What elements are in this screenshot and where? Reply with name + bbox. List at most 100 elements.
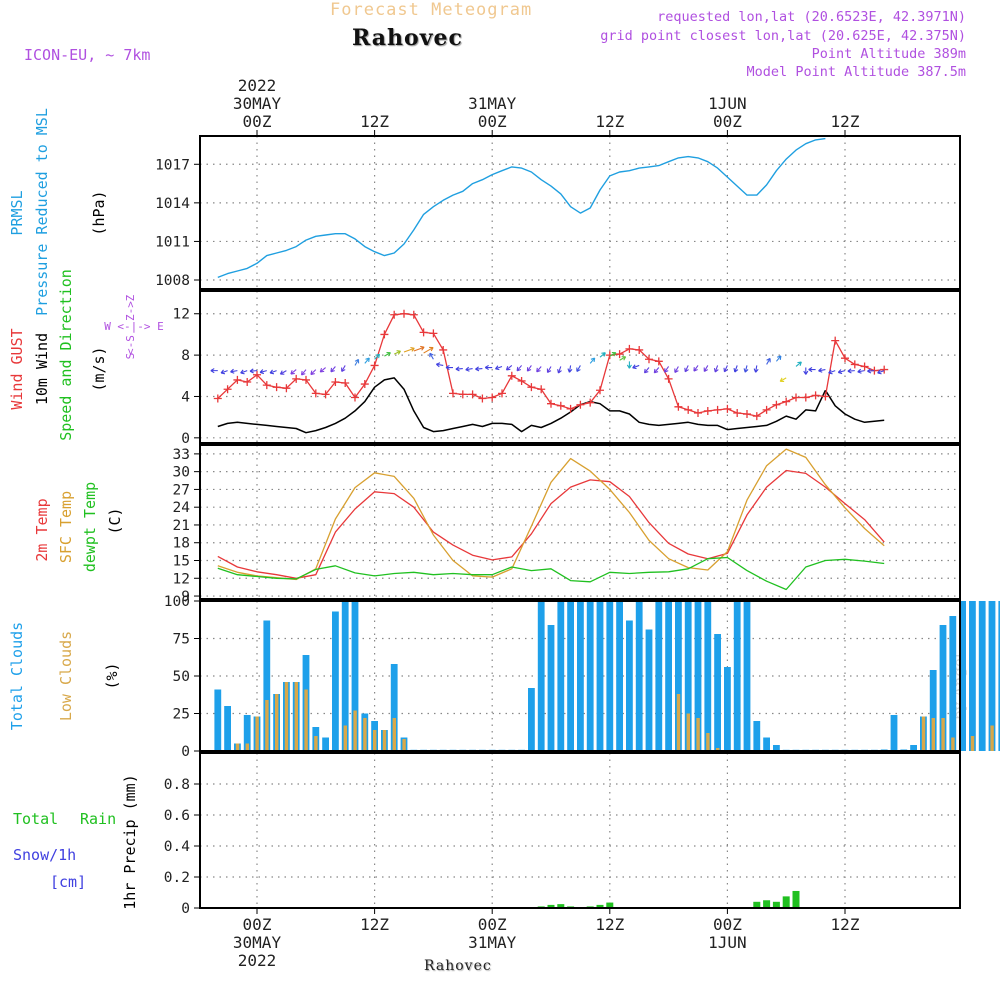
wind-direction-arrow [455,366,463,372]
gust-marker [664,374,673,383]
total-cloud-bar [694,601,702,751]
sfc-temp-label: SFC Temp [57,491,75,563]
product-title: Forecast Meteogram [330,0,533,20]
wind-direction-arrow [576,365,581,372]
wind-direction-arrow [766,357,771,365]
wind-direction-arrow [475,366,483,372]
total-cloud-bar [988,601,996,751]
gust-marker [321,390,330,399]
wind-direction-arrow [664,366,670,373]
low-cloud-bar [676,694,681,751]
low-cloud-bar [363,718,367,751]
low-cloud-bar [990,725,994,751]
wind-series-label: 10m Wind [33,333,51,405]
total-cloud-bar [645,629,653,751]
gust-marker [811,391,820,400]
footer-location: Rahovec [424,958,492,974]
gust-marker [625,344,634,353]
gust-marker [517,376,526,385]
gust-marker [331,377,340,386]
y-tick-label: 15 [173,554,190,570]
wind-direction-arrow [429,352,434,360]
gust-marker [850,360,859,369]
compass-we-label: W <-|-> E [104,320,164,333]
wind-direction-arrow [589,357,596,364]
wind-direction-arrow [413,345,425,352]
gust-marker [262,381,271,390]
wind-direction-arrow [240,369,248,375]
wind-direction-arrow [743,365,749,373]
y-tick-label: 27 [173,482,190,498]
low-cloud-bar [931,718,935,751]
wind-direction-arrow [693,365,699,372]
wind-direction-arrow [775,355,782,362]
gust-marker [419,328,428,337]
gust-marker [429,329,438,338]
wind-direction-arrow [557,366,562,374]
total-cloud-bar [743,601,751,751]
total-cloud-bar [322,737,329,751]
gridpoint-coords: grid point closest lon,lat (20.625E, 42.… [600,28,966,44]
low-cloud-bar [353,710,357,751]
wind-direction-arrow [516,365,523,372]
gust-marker [586,398,595,407]
total-cloud-bar [969,601,976,751]
wind-direction-arrow [567,365,573,373]
wind-direction-arrow [310,369,317,376]
gust-marker [370,361,379,370]
wind-direction-arrow [703,365,709,372]
wind-direction-arrow [279,370,287,375]
rain-bar [547,904,555,908]
y-tick-label: 25 [173,707,190,723]
compass-s-arrow: <-S [124,335,137,355]
gust-marker [272,383,281,392]
total-cloud-bar [773,745,780,751]
compass-s-label: S [124,353,137,360]
gust-marker [380,330,389,339]
gust-marker [488,393,497,402]
gust-marker [498,389,506,398]
total-cloud-bar [567,601,574,751]
wind-direction-arrow [364,357,370,364]
rain-bar [606,902,614,908]
gust-marker [213,394,222,403]
total-cloud-bar [998,601,1000,751]
wind-direction-arrow [259,369,267,375]
x-tick-label-bottom: 00Z [243,915,272,934]
y-tick-label: 24 [173,500,191,516]
rain-bar [782,896,790,908]
wind-direction-arrow [857,368,865,374]
gust-marker [762,405,771,414]
total-cloud-bar [586,601,594,751]
total-cloud-bar [910,745,917,751]
low-cloud-bar [275,694,279,751]
gust-marker [507,371,516,380]
y-tick-label: 50 [173,669,190,685]
low-cloud-bar [314,736,318,751]
low-cloud-bar [951,737,955,751]
wind-direction-arrow [494,365,503,371]
gust-marker [821,392,830,401]
panel-frame-pressure [199,135,961,290]
total-cloud-bar [341,601,349,751]
total-rain-label-rain: Rain [80,810,116,828]
y-tick-label: 33 [173,447,190,463]
x-day-label-top: 1JUN [708,94,747,113]
gust-marker [233,375,242,384]
low-cloud-bar [294,682,298,751]
wind-speed-line [217,377,827,434]
total-cloud-bar [959,601,966,751]
low-cloud-bar [941,718,945,751]
y-tick-label: 0.2 [164,870,190,886]
pressure-series-label: PRMSL [8,190,26,235]
panel-frame-temperature [199,444,961,600]
total-cloud-bar [332,611,339,751]
total-cloud-bar [753,721,761,751]
wind-direction-arrow [300,369,307,376]
wind-direction-arrow [808,367,816,373]
total-cloud-bar [606,601,614,751]
x-tick-label-bottom: 00Z [713,915,742,934]
model-altitude: Model Point Altitude 387.5m [746,64,966,80]
dewpt-line [217,556,885,591]
